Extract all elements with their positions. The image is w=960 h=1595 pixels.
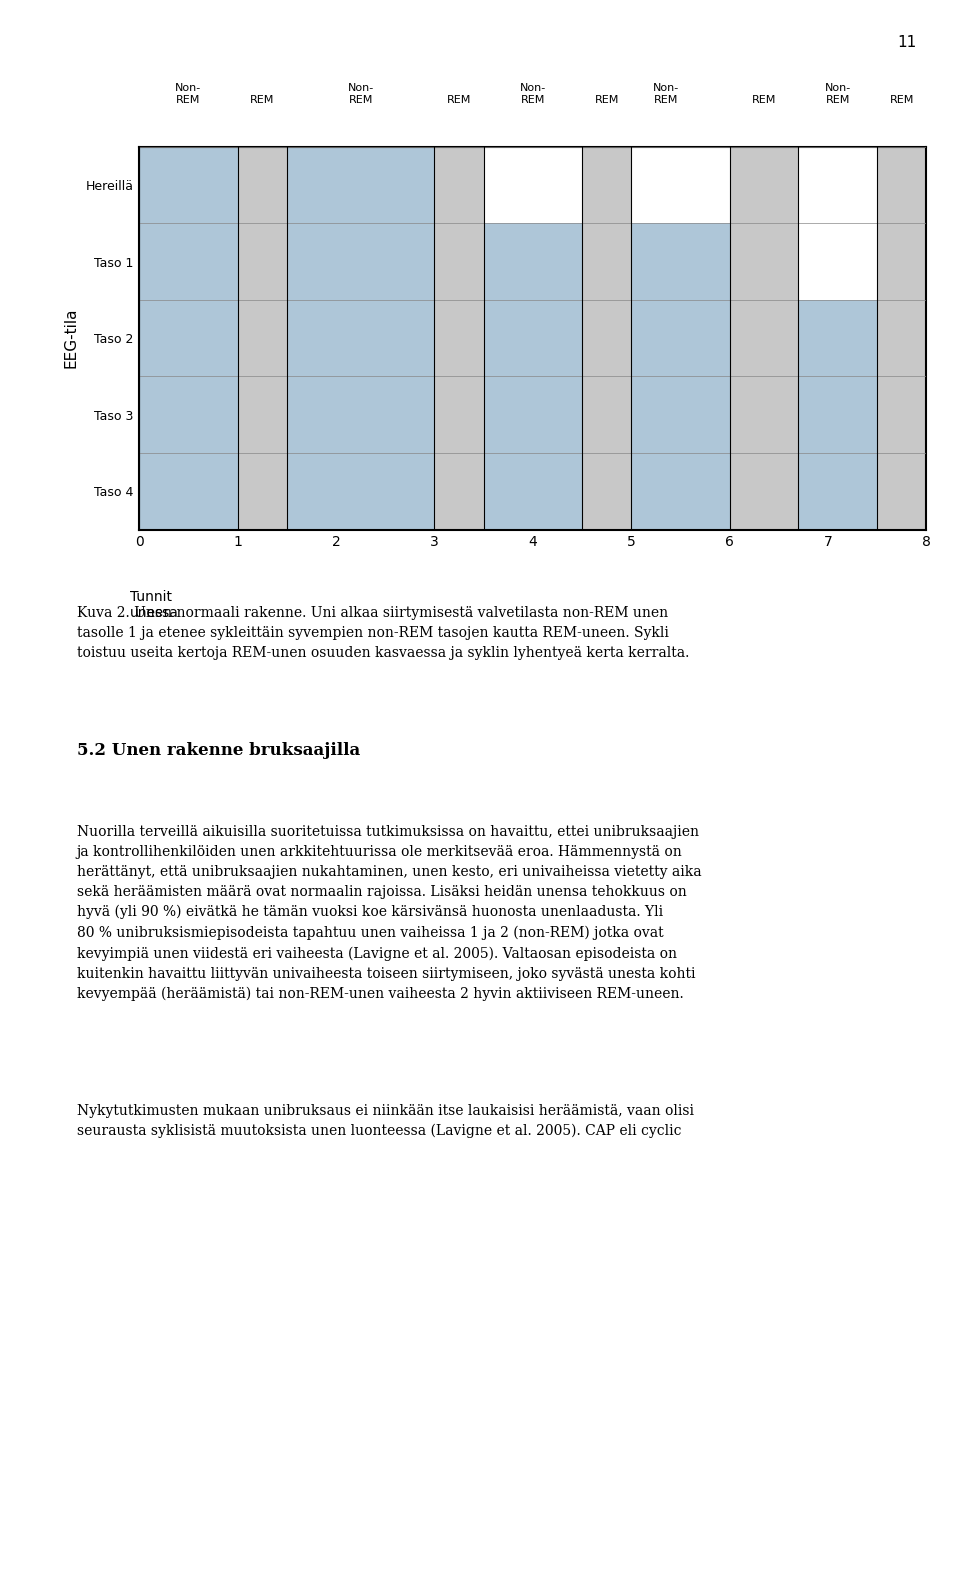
Text: REM: REM [890, 94, 914, 105]
Bar [632, 147, 730, 530]
Text: REM: REM [446, 94, 471, 105]
Text: Kuva 2. Unen normaali rakenne. Uni alkaa siirtymisestä valvetilasta non-REM unen: Kuva 2. Unen normaali rakenne. Uni alkaa… [77, 606, 689, 660]
Text: Non-
REM: Non- REM [176, 83, 202, 105]
Text: Nuorilla terveillä aikuisilla suoritetuissa tutkimuksissa on havaittu, ettei uni: Nuorilla terveillä aikuisilla suoritetui… [77, 825, 702, 1002]
Text: Nykytutkimusten mukaan unibruksaus ei niinkään itse laukaisisi heräämistä, vaan : Nykytutkimusten mukaan unibruksaus ei ni… [77, 1104, 694, 1139]
Bar [484, 147, 582, 530]
Text: Non-
REM: Non- REM [825, 83, 851, 105]
Bar [582, 147, 632, 530]
Text: REM: REM [752, 94, 777, 105]
Y-axis label: EEG-tila: EEG-tila [63, 308, 79, 368]
Text: REM: REM [250, 94, 275, 105]
Bar [877, 147, 926, 530]
Bar [139, 147, 238, 530]
Bar [730, 147, 799, 530]
Text: REM: REM [594, 94, 619, 105]
Bar [287, 147, 434, 530]
Bar [632, 147, 730, 223]
Bar [434, 147, 484, 530]
Bar [799, 147, 877, 530]
Bar [799, 147, 877, 300]
Bar [238, 147, 287, 530]
Text: Non-
REM: Non- REM [348, 83, 373, 105]
Text: Non-
REM: Non- REM [519, 83, 546, 105]
Text: Tunnit
unessa: Tunnit unessa [130, 590, 179, 620]
Bar [484, 147, 582, 223]
Text: 5.2 Unen rakenne bruksaajilla: 5.2 Unen rakenne bruksaajilla [77, 742, 360, 759]
Text: 11: 11 [898, 35, 917, 49]
Text: Non-
REM: Non- REM [653, 83, 679, 105]
